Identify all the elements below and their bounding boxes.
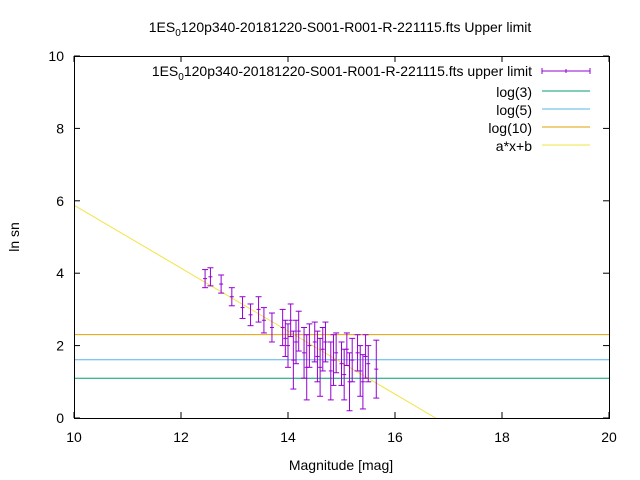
- error-bar-point: [306, 323, 313, 368]
- y-tick-label: 0: [56, 410, 64, 426]
- y-tick-label: 10: [48, 48, 64, 64]
- error-bar-point: [268, 312, 275, 343]
- error-bar-point: [362, 334, 369, 379]
- error-bar-point: [228, 287, 235, 307]
- error-bar-point: [319, 327, 326, 372]
- legend-label-log5: log(5): [496, 102, 532, 118]
- error-bar-point: [293, 319, 300, 365]
- error-bar-point: [282, 319, 289, 357]
- error-bar-point: [279, 308, 286, 347]
- error-bar-point: [311, 321, 318, 363]
- legend-label-fit: a*x+b: [496, 138, 532, 154]
- legend-label-upper-limit: 1ES0120p340-20181220-S001-R001-R-221115.…: [152, 63, 532, 83]
- x-tick-label: 20: [601, 429, 617, 445]
- error-bar-point: [365, 345, 372, 383]
- legend-label-subscript: 0: [178, 72, 184, 83]
- fit-line: [73, 204, 436, 419]
- error-bars: [202, 267, 380, 412]
- error-bar-point: [341, 348, 348, 401]
- chart-title-subscript: 0: [175, 28, 181, 39]
- x-axis-ticks: 10 12 14 16 18 20: [66, 56, 617, 445]
- y-tick-label: 2: [56, 338, 64, 354]
- y-tick-label: 4: [56, 265, 64, 281]
- x-tick-label: 14: [280, 429, 296, 445]
- error-bar-point: [260, 307, 267, 334]
- error-bar-point: [218, 274, 225, 294]
- plot-frame: [74, 56, 610, 419]
- error-bar-point: [359, 354, 366, 410]
- x-axis-label: Magnitude [mag]: [289, 457, 393, 473]
- error-bar-point: [343, 332, 350, 367]
- error-bar-point: [247, 303, 254, 327]
- y-axis-label: ln sn: [6, 222, 22, 252]
- x-tick-label: 16: [387, 429, 403, 445]
- x-tick-label: 10: [66, 429, 82, 445]
- error-bar-point: [295, 310, 302, 352]
- x-tick-label: 12: [173, 429, 189, 445]
- error-bar-point: [285, 323, 291, 368]
- legend-label-log3: log(3): [496, 84, 532, 100]
- y-tick-label: 8: [56, 120, 64, 136]
- error-bar-point: [373, 339, 380, 399]
- legend-label-log10: log(10): [488, 120, 532, 136]
- error-bar-point: [317, 337, 324, 397]
- error-bar-point: [301, 327, 308, 379]
- error-bar-point: [330, 334, 337, 386]
- y-tick-label: 6: [56, 193, 64, 209]
- error-bar-point: [314, 330, 321, 383]
- x-tick-label: 18: [494, 429, 510, 445]
- error-bar-point: [333, 332, 340, 374]
- y-axis-ticks: 0 2 4 6 8 10: [48, 48, 609, 426]
- error-bar-point: [354, 334, 361, 372]
- plot-lines: [73, 204, 609, 419]
- legend: 1ES0120p340-20181220-S001-R001-R-221115.…: [152, 63, 591, 154]
- error-bar-point: [290, 330, 297, 390]
- error-bar-point: [255, 296, 262, 323]
- error-bar-point: [349, 337, 356, 383]
- error-bar-point: [357, 345, 364, 397]
- legend-samples: [541, 68, 591, 146]
- error-bar-point: [207, 267, 214, 287]
- error-bar-point: [239, 296, 246, 319]
- error-bar-point: [322, 321, 329, 363]
- error-bar-point: [327, 341, 334, 401]
- error-bar-point: [202, 269, 209, 289]
- chart-title: 1ES0120p340-20181220-S001-R001-R-221115.…: [149, 19, 532, 39]
